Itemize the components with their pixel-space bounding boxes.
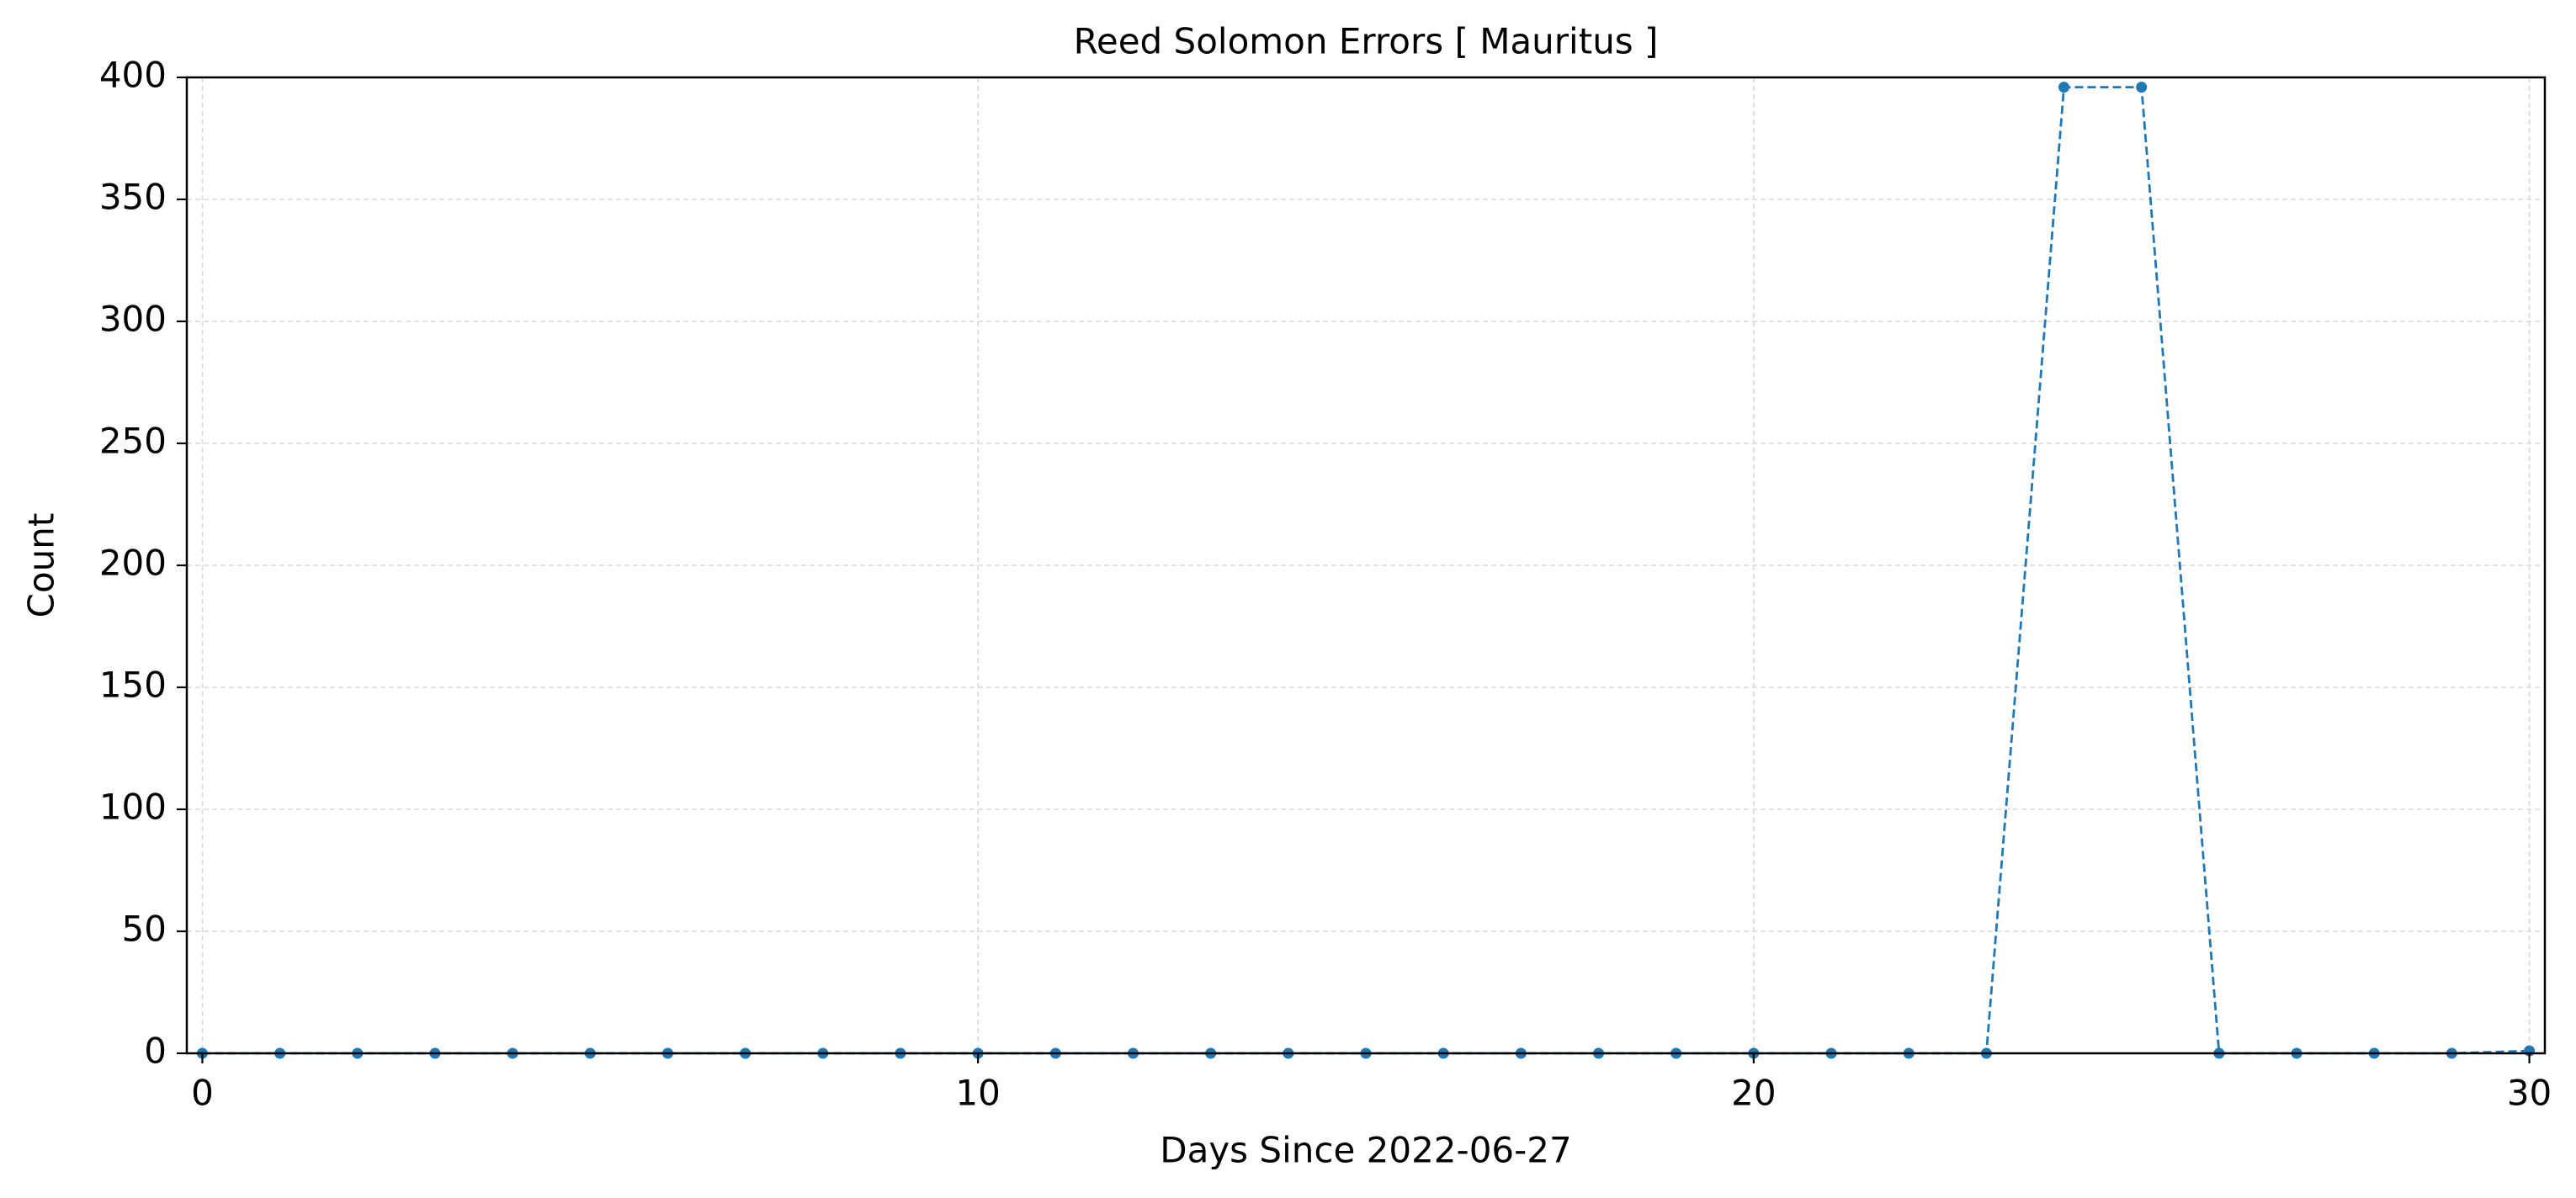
data-point-marker (2058, 82, 2070, 93)
chart-title: Reed Solomon Errors [ Mauritus ] (1074, 21, 1659, 62)
y-tick-label: 200 (99, 543, 167, 584)
y-tick-label: 350 (99, 177, 167, 218)
y-tick-label: 400 (99, 55, 167, 96)
x-tick-label: 20 (1731, 1073, 1776, 1114)
x-tick-label: 30 (2507, 1073, 2552, 1114)
x-tick-label: 0 (191, 1073, 214, 1114)
y-tick-label: 100 (99, 787, 167, 828)
y-tick-label: 50 (122, 909, 167, 950)
y-tick-label: 250 (99, 421, 167, 462)
x-axis-label: Days Since 2022-06-27 (1160, 1130, 1571, 1171)
y-axis-label: Count (21, 513, 62, 618)
y-tick-label: 0 (144, 1031, 167, 1072)
y-tick-label: 300 (99, 299, 167, 340)
y-tick-label: 150 (99, 665, 167, 706)
data-point-marker (2136, 82, 2148, 93)
x-tick-label: 10 (955, 1073, 1000, 1114)
